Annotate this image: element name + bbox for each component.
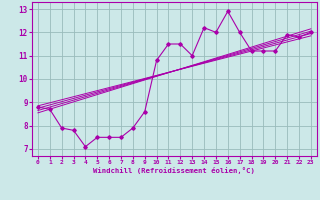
X-axis label: Windchill (Refroidissement éolien,°C): Windchill (Refroidissement éolien,°C): [93, 167, 255, 174]
